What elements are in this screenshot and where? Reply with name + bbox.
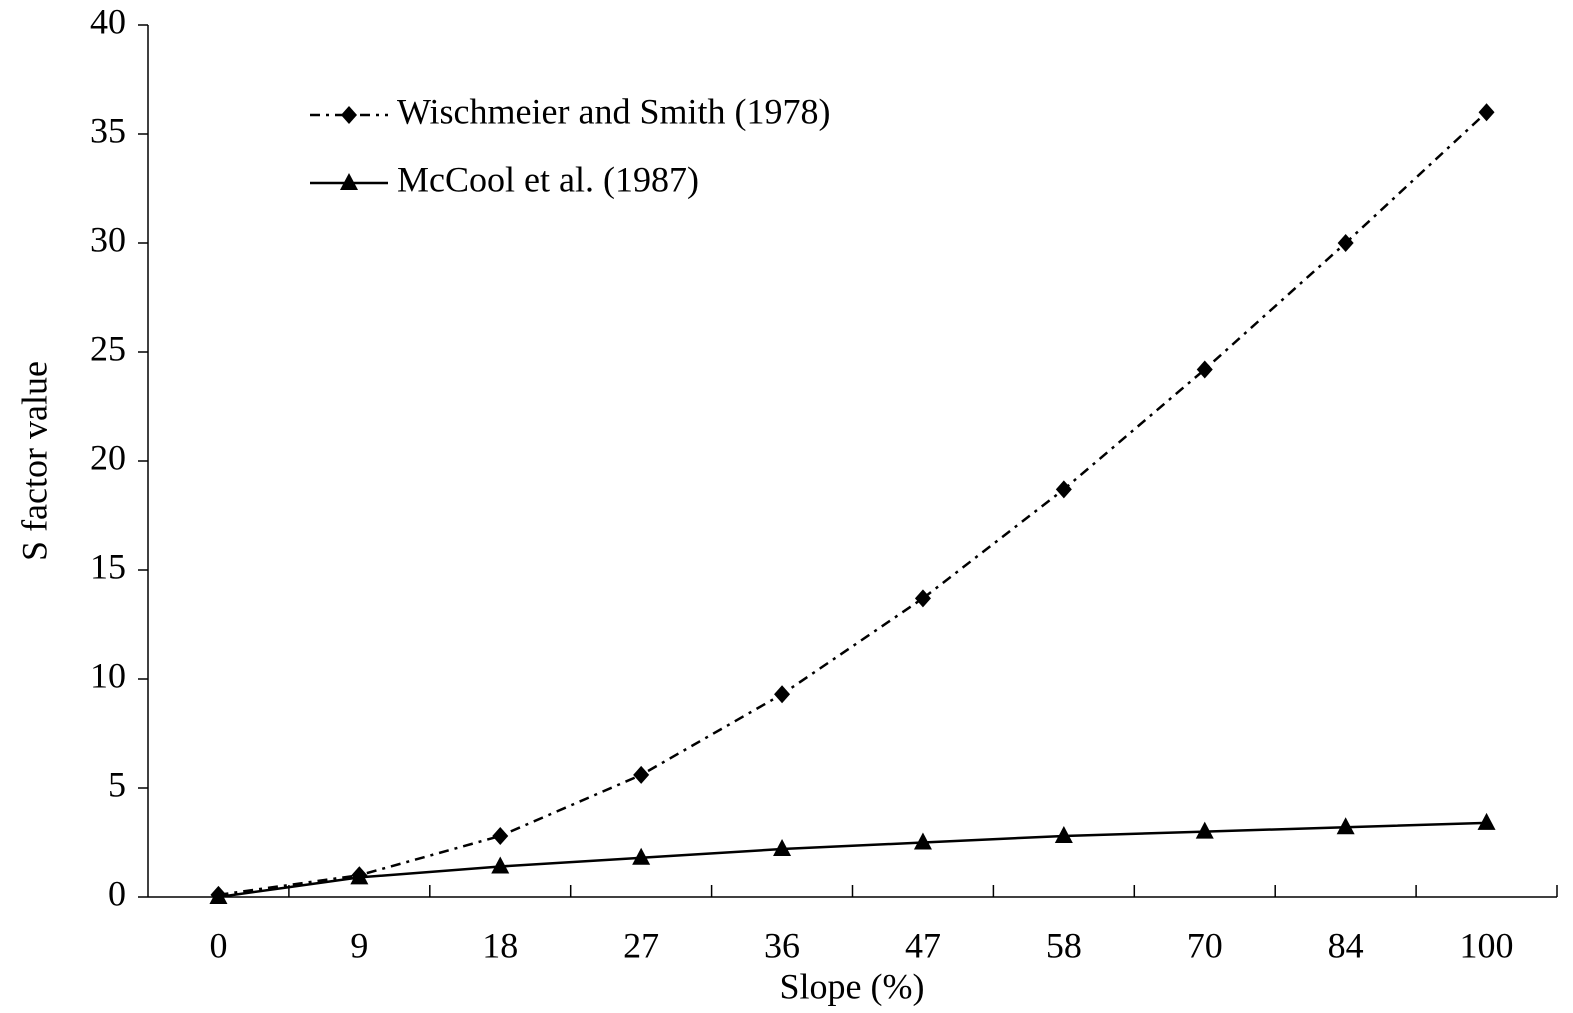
x-tick-label: 36 — [764, 925, 800, 965]
x-axis-label: Slope (%) — [780, 966, 925, 1006]
legend-marker — [340, 173, 358, 190]
diamond-marker — [633, 765, 650, 784]
triangle-marker — [632, 847, 651, 865]
x-tick-label: 0 — [209, 925, 227, 965]
y-axis-label: S factor value — [14, 361, 54, 561]
x-tick-label: 9 — [350, 925, 368, 965]
x-tick-label: 84 — [1328, 925, 1364, 965]
diamond-marker — [492, 826, 509, 845]
triangle-marker — [773, 839, 792, 857]
triangle-marker — [913, 832, 932, 850]
triangle-marker — [350, 867, 369, 885]
series-line — [218, 111, 1488, 897]
legend-label: Wischmeier and Smith (1978) — [397, 91, 830, 131]
diamond-marker — [1055, 480, 1072, 499]
x-tick-label: 100 — [1460, 925, 1514, 965]
triangle-marker — [1336, 817, 1355, 835]
y-tick-label: 35 — [90, 110, 126, 150]
diamond-marker — [914, 589, 931, 608]
y-tick-label: 0 — [108, 873, 126, 913]
diamond-marker — [1478, 103, 1495, 122]
y-tick-label: 20 — [90, 437, 126, 477]
legend-label: McCool et al. (1987) — [397, 159, 699, 199]
x-tick-label: 47 — [905, 925, 941, 965]
triangle-marker — [1195, 821, 1214, 839]
x-tick-label: 70 — [1187, 925, 1223, 965]
triangle-marker — [209, 887, 228, 904]
series-line — [218, 821, 1487, 899]
y-tick-label: 40 — [90, 1, 126, 41]
y-tick-label: 5 — [108, 764, 126, 804]
diamond-marker — [1337, 234, 1354, 252]
triangle-marker — [1054, 825, 1073, 843]
triangle-marker — [491, 856, 510, 874]
x-tick-label: 27 — [623, 925, 659, 965]
diamond-marker — [1196, 360, 1213, 379]
triangle-marker — [1477, 812, 1496, 830]
diamond-marker — [774, 685, 791, 704]
legend-marker — [341, 106, 357, 124]
y-tick-label: 15 — [90, 546, 126, 586]
x-tick-label: 18 — [482, 925, 518, 965]
x-tick-label: 58 — [1046, 925, 1082, 965]
y-tick-label: 25 — [90, 328, 126, 368]
y-tick-label: 30 — [90, 219, 126, 259]
y-tick-label: 10 — [90, 655, 126, 695]
